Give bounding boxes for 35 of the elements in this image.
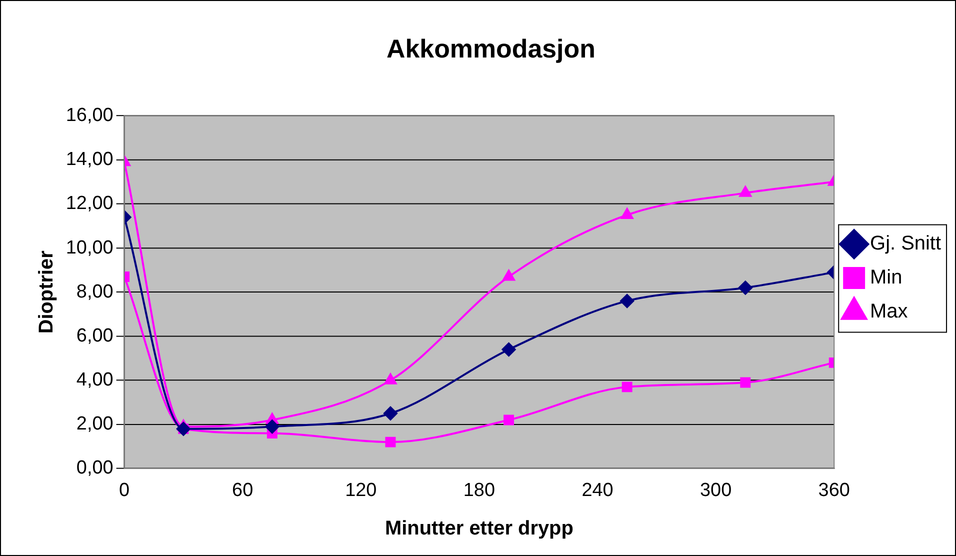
- point: [502, 270, 515, 281]
- x-tick-label: 120: [345, 480, 377, 502]
- chart-title: Akkommodasjon: [386, 36, 596, 64]
- legend-label: Max: [870, 300, 908, 322]
- point: [504, 414, 514, 426]
- point: [502, 342, 516, 356]
- point: [385, 436, 396, 448]
- point: [265, 420, 280, 434]
- x-tick-label: 0: [119, 480, 130, 502]
- y-tick-label: 12,00: [66, 193, 114, 214]
- y-tick-label: 16,00: [66, 105, 114, 126]
- x-tick-label: 60: [232, 480, 254, 502]
- y-tick-label: 10,00: [66, 237, 114, 258]
- y-tick-label: 2,00: [76, 414, 114, 435]
- y-tick-label: 6,00: [76, 325, 114, 346]
- point: [620, 208, 634, 219]
- y-tick-label: 4,00: [76, 370, 114, 391]
- y-tick-label: 8,00: [76, 281, 114, 302]
- x-tick-label: 240: [582, 480, 614, 502]
- legend-label: Gj. Snitt: [870, 232, 942, 255]
- point: [739, 186, 752, 197]
- y-axis-title: Dioptrier: [35, 250, 58, 334]
- x-tick-label: 360: [818, 480, 850, 502]
- x-axis-title: Minutter etter drypp: [384, 518, 574, 540]
- point: [740, 377, 751, 388]
- point: [738, 280, 752, 295]
- legend-label: Min: [870, 266, 902, 288]
- point: [620, 294, 634, 308]
- x-tick-label: 180: [463, 480, 496, 502]
- point: [384, 373, 397, 384]
- x-tick-label: 300: [700, 480, 732, 502]
- point: [622, 382, 632, 392]
- point: [383, 406, 398, 420]
- y-tick-label: 0,00: [76, 458, 114, 479]
- y-tick-label: 14,00: [66, 149, 114, 170]
